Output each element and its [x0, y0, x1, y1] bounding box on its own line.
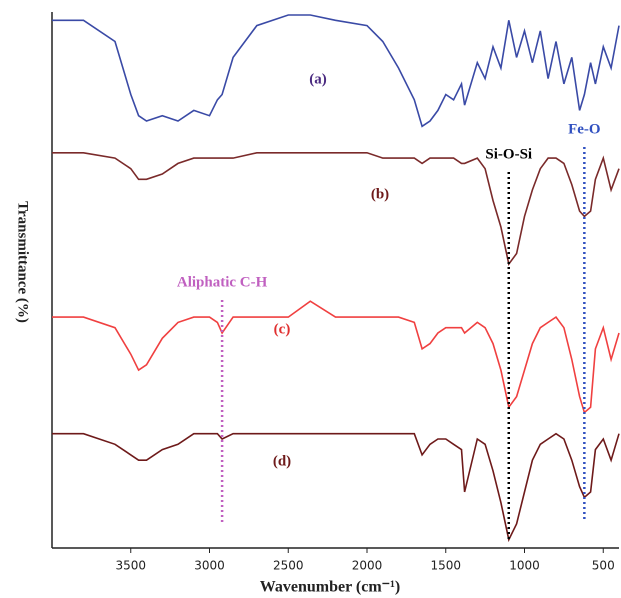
x-tick-label: 1000 — [509, 559, 540, 573]
series-label: (c) — [274, 321, 291, 337]
x-tick-label: 2000 — [352, 559, 383, 573]
x-tick-label: 2500 — [273, 559, 304, 573]
series-label: (b) — [371, 186, 389, 202]
series-label: (d) — [273, 453, 291, 469]
spectrum-line — [52, 152, 620, 267]
x-tick-label: 1500 — [430, 559, 461, 573]
annotation: Fe-O — [568, 121, 600, 137]
spectrum-line — [52, 300, 620, 414]
spectrum-line — [52, 432, 620, 543]
annotation: Aliphatic C-H — [177, 274, 268, 290]
x-axis-label: Wavenumber (cm⁻¹) — [260, 579, 400, 596]
spectrum-line — [52, 14, 620, 128]
series-label: (a) — [309, 71, 327, 87]
x-tick-label: 500 — [592, 559, 615, 573]
x-tick-label: 3500 — [115, 559, 146, 573]
y-axis-label: Transmittance (%) — [15, 201, 31, 323]
annotation: Si-O-Si — [485, 146, 532, 162]
x-tick-label: 3000 — [194, 559, 225, 573]
